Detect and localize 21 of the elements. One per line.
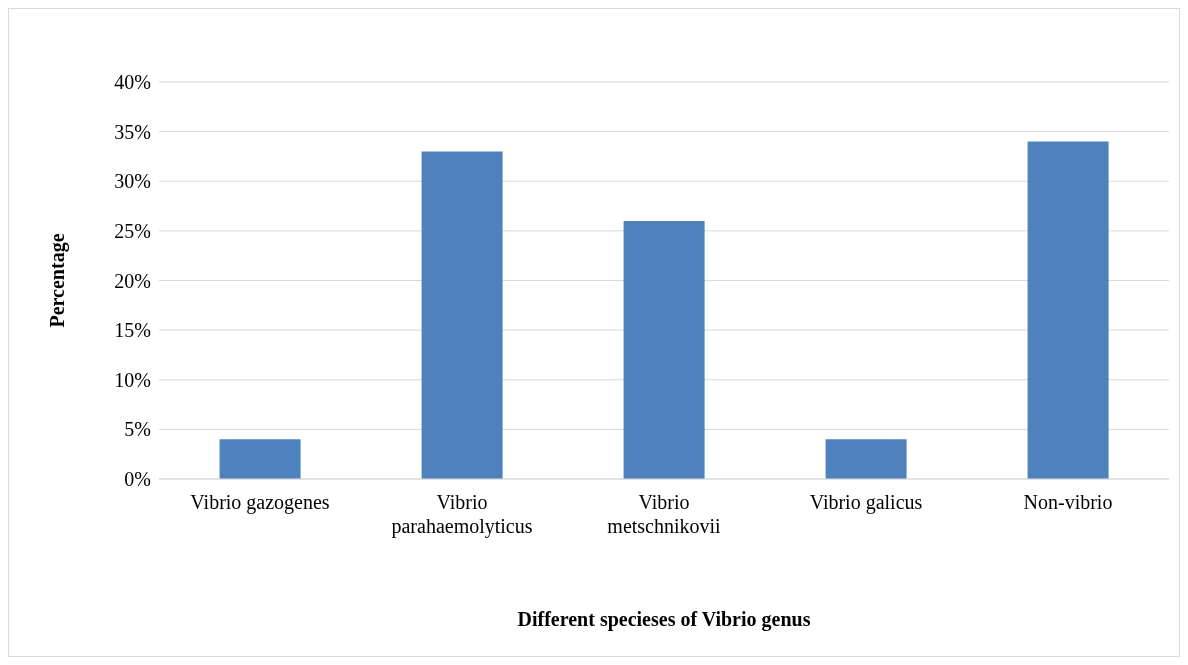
- y-tick-label: 30%: [114, 170, 151, 193]
- y-axis-title: Percentage: [46, 233, 70, 328]
- y-tick-label: 20%: [114, 269, 151, 292]
- bar: [219, 439, 301, 479]
- y-tick-label: 15%: [114, 319, 151, 342]
- y-tick-label: 40%: [114, 71, 151, 94]
- bar: [825, 439, 907, 479]
- x-tick-label: Vibrio galicus: [809, 491, 923, 514]
- bar: [421, 151, 503, 479]
- y-tick-label: 35%: [114, 120, 151, 143]
- x-tick-label: Vibrio gazogenes: [190, 491, 330, 514]
- x-tick-label: Vibrio metschnikovii: [607, 491, 722, 537]
- bar: [623, 220, 705, 479]
- x-tick-label: Vibrio parahaemolyticus: [391, 491, 533, 538]
- y-tick-label: 10%: [114, 368, 151, 391]
- bar: [1027, 141, 1109, 479]
- y-tick-label: 5%: [124, 418, 151, 441]
- x-tick-label: Non-vibrio: [1023, 491, 1113, 513]
- y-tick-label: 0%: [124, 468, 151, 491]
- y-tick-label: 25%: [114, 219, 151, 242]
- x-axis-title: Different specieses of Vibrio genus: [517, 608, 811, 631]
